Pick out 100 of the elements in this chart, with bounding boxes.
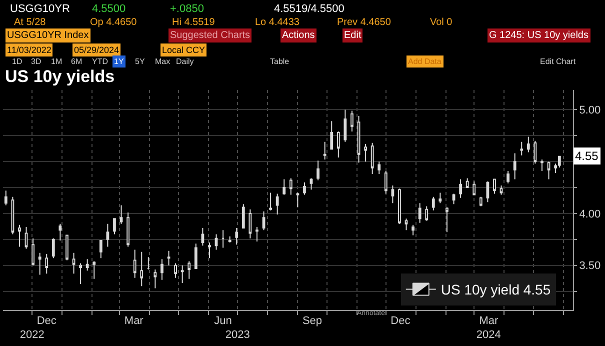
candlestick [472,180,476,196]
text: Max [155,57,170,66]
candlestick [45,253,48,274]
candlestick [92,260,96,280]
text: Vol 0 [430,17,453,28]
candlestick [188,260,191,280]
text: 1Y [114,57,124,66]
candlestick [398,188,401,224]
candlestick [558,156,561,168]
candlestick [540,159,544,172]
x-tick-label: Jun [214,315,232,328]
text: Table [270,57,290,66]
candlestick [24,226,28,250]
text: Hi 4.5519 [172,17,216,28]
candlestick [350,110,354,132]
candlestick [370,142,374,175]
x-tick-label: Sep [302,315,322,328]
candlestick [201,228,204,246]
candlestick [459,178,462,198]
x-tick-label: Mar [124,315,144,328]
text: At 5/28 [14,17,46,28]
x2-tick-label: 2024 [476,329,501,341]
candlestick [344,109,347,142]
candlestick [194,243,198,269]
y-tick-label: 3.50 [579,260,601,272]
candlestick [296,192,300,208]
text: 1M [51,57,62,66]
text: Actions [282,30,315,41]
text: Prev 4.4650 [337,17,392,28]
text: Edit [344,30,362,41]
text: 6M [71,57,82,66]
candlestick [276,193,279,216]
text: 05/29/2024 [74,45,120,55]
candlestick [66,234,68,261]
candlestick [438,192,442,204]
candlestick [222,230,224,248]
candlestick [38,252,42,276]
candlestick [303,182,306,196]
candlestick [493,178,496,194]
candlestick [11,196,14,235]
text: Suggested Charts [170,30,250,41]
candlestick [160,258,164,280]
candlestick [357,115,360,164]
x2-tick-label: 2023 [225,329,250,341]
candlestick [425,206,428,222]
candlestick [526,136,530,153]
candlestick [180,264,184,284]
candlestick [86,258,89,272]
candlestick [364,143,367,162]
candlestick [479,196,482,207]
candlestick [167,250,170,266]
candlestick [154,269,157,289]
candlestick [432,196,435,211]
candlestick [506,170,510,184]
text: 11/03/2022 [7,45,52,55]
text: G 1245: US 10y yields [489,30,588,41]
y-tick-label: 4.00 [579,208,601,220]
candlestick [289,178,292,196]
candlestick [208,242,211,259]
candlestick [242,204,245,229]
x-tick-label: Dec [390,315,411,328]
candlestick [336,131,340,158]
text: Add Data [408,57,442,66]
candlestick [52,238,55,259]
y-tick-label: 5.00 [579,104,601,117]
text: 4.5500 [92,3,126,15]
text: Local CCY [162,45,206,55]
candlestick [133,249,136,278]
candlestick [378,161,381,175]
candlestick [32,238,34,266]
text: +.0850 [170,3,204,15]
text: YTD [92,57,108,66]
candlestick [404,218,408,231]
candlestick [269,192,272,211]
text: 4.5519/4.5500 [274,3,344,15]
candlestick [4,190,8,206]
candlestick [120,204,123,224]
candlestick [547,161,550,180]
candlestick [174,262,177,278]
text: USGG10YR [10,3,70,15]
candlestick [323,141,326,160]
candlestick [452,193,456,205]
candlestick [214,234,218,250]
candlestick [146,256,150,270]
candlestick [262,210,266,231]
candlestick [248,208,252,239]
candlestick [140,251,144,287]
x-tick-label: Mar [479,315,498,328]
candlestick [72,252,76,274]
candlestick [330,120,334,150]
candlestick [256,226,258,242]
candlestick [106,223,110,248]
candlestick [113,218,116,235]
candlestick [282,178,286,196]
candlestick [316,160,320,181]
candlestick [418,202,422,224]
candlestick [466,178,469,188]
text: Edit Chart [540,57,576,66]
annotation: 4.55 [575,149,599,163]
text: 3D [31,57,42,66]
